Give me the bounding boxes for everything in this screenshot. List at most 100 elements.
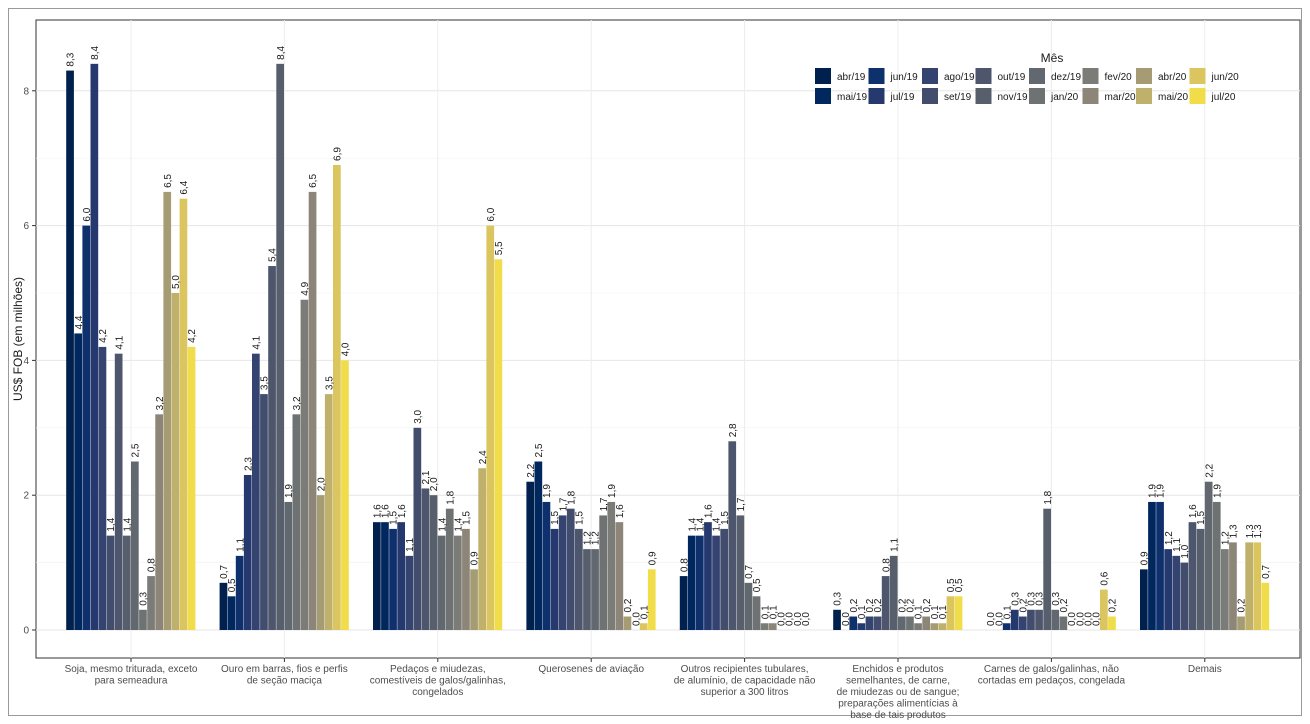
x-tick-label: base de tais produtos bbox=[850, 710, 946, 721]
bar-value-label: 1,4 bbox=[122, 517, 133, 531]
bar-value-label: 1,4 bbox=[712, 517, 723, 531]
x-tick-label: para semeadura bbox=[95, 676, 168, 687]
legend-label: out/19 bbox=[998, 72, 1026, 83]
bar bbox=[1180, 562, 1189, 630]
bar-value-label: 2,5 bbox=[131, 443, 142, 457]
bar-value-label: 2,3 bbox=[243, 457, 254, 471]
legend-swatch bbox=[975, 68, 992, 84]
bar bbox=[300, 299, 309, 630]
bar-value-label: 1,2 bbox=[1164, 531, 1175, 545]
bar-value-label: 3,2 bbox=[292, 396, 303, 410]
bar bbox=[679, 576, 688, 630]
bar-value-label: 1,3 bbox=[1245, 524, 1256, 538]
bar-value-label: 1,4 bbox=[687, 517, 698, 531]
bar-value-label: 0,3 bbox=[833, 591, 844, 605]
bar-value-label: 1,9 bbox=[1148, 484, 1159, 498]
legend-label: ago/19 bbox=[944, 72, 975, 83]
bar-value-label: 0,0 bbox=[841, 612, 852, 626]
bar-value-label: 0,5 bbox=[954, 578, 965, 592]
bar bbox=[583, 549, 591, 630]
bar bbox=[454, 535, 462, 630]
bar bbox=[1140, 569, 1148, 630]
bar bbox=[373, 522, 381, 630]
bar bbox=[712, 535, 720, 630]
bar bbox=[1204, 481, 1213, 630]
bar bbox=[187, 346, 196, 630]
bar bbox=[284, 501, 293, 630]
bar bbox=[1027, 609, 1035, 630]
bar-value-label: 0,2 bbox=[873, 598, 884, 612]
legend-swatch bbox=[975, 88, 992, 104]
bar-value-label: 0,0 bbox=[986, 612, 997, 626]
bar bbox=[98, 346, 107, 630]
bar bbox=[1212, 501, 1221, 630]
bar bbox=[227, 596, 236, 630]
bar-value-label: 0,3 bbox=[1027, 591, 1038, 605]
x-tick-label: superior a 300 litros bbox=[701, 687, 789, 698]
bar bbox=[324, 394, 333, 630]
bar bbox=[437, 535, 446, 630]
bar-value-label: 8,3 bbox=[66, 52, 77, 66]
bar bbox=[607, 501, 616, 630]
bar-value-label: 1,7 bbox=[599, 497, 610, 511]
bar bbox=[946, 596, 955, 630]
bar-value-label: 1,5 bbox=[575, 511, 586, 525]
bar bbox=[389, 528, 397, 630]
bar bbox=[486, 225, 495, 630]
bar bbox=[728, 441, 737, 630]
bar-value-label: 0,2 bbox=[849, 598, 860, 612]
bar-value-label: 4,1 bbox=[252, 335, 263, 349]
bar-value-label: 1,5 bbox=[389, 511, 400, 525]
x-tick-label: cortadas em pedaços, congelada bbox=[978, 676, 1126, 687]
bar-value-label: 0,9 bbox=[1140, 551, 1151, 565]
bar bbox=[922, 616, 930, 630]
bar bbox=[179, 198, 188, 630]
bar bbox=[575, 528, 583, 630]
x-tick-label: Demais bbox=[1188, 664, 1222, 675]
bar bbox=[276, 63, 284, 630]
bar-value-label: 1,6 bbox=[373, 504, 384, 518]
x-tick-label: Pedaços e miudezas, bbox=[390, 664, 486, 675]
legend-swatch bbox=[815, 68, 831, 84]
legend: Mês abr/19 mai/19 jun/19 jul/19 ago/19 set/19… bbox=[815, 51, 1239, 104]
bar-value-label: 3,5 bbox=[260, 376, 271, 390]
data-labels: 8,3 4,4 6,0 8,4 4,2 1,4 4,1 1,4 2,5 0,3 0,8 3,2 6,5 5… bbox=[66, 46, 1272, 626]
bar-value-label: 0,0 bbox=[631, 612, 642, 626]
bar bbox=[316, 495, 325, 630]
x-tick-label: Soja, mesmo triturada, exceto bbox=[65, 664, 198, 675]
legend-swatch bbox=[868, 68, 885, 84]
bar-value-label: 1,5 bbox=[462, 511, 473, 525]
bar-value-label: 1,6 bbox=[381, 504, 392, 518]
bar-value-label: 0,7 bbox=[1261, 564, 1272, 578]
legend-swatch bbox=[815, 88, 831, 104]
bar-value-label: 0,5 bbox=[946, 578, 957, 592]
x-tick-label: congelados bbox=[412, 687, 463, 698]
bar bbox=[534, 461, 543, 630]
bar bbox=[1261, 582, 1270, 630]
bar bbox=[1221, 549, 1229, 630]
legend-swatch bbox=[868, 88, 885, 104]
bar bbox=[131, 461, 139, 630]
bar-value-label: 1,3 bbox=[1229, 524, 1240, 538]
bar bbox=[171, 293, 180, 630]
bar-value-label: 5,5 bbox=[494, 241, 505, 255]
bar-value-label: 0,2 bbox=[623, 598, 634, 612]
y-tick-label: 8 bbox=[23, 86, 29, 97]
bar-value-label: 2,5 bbox=[534, 443, 545, 457]
bar bbox=[898, 616, 906, 630]
bar bbox=[914, 623, 922, 630]
bar bbox=[760, 623, 769, 630]
bar-value-label: 0,2 bbox=[1059, 598, 1070, 612]
y-axis-title: US$ FOB (em milhões) bbox=[11, 277, 25, 401]
bar-value-label: 1,4 bbox=[106, 517, 117, 531]
bar bbox=[566, 508, 575, 630]
bar-value-label: 8,4 bbox=[276, 46, 287, 60]
bar bbox=[1164, 549, 1172, 630]
bar bbox=[397, 522, 405, 630]
bar bbox=[873, 616, 882, 630]
legend-label: fev/20 bbox=[1105, 72, 1133, 83]
bar-value-label: 2,8 bbox=[728, 423, 739, 437]
bar-value-label: 1,6 bbox=[704, 504, 715, 518]
bar-value-label: 0,0 bbox=[1091, 612, 1102, 626]
bar-value-label: 1,6 bbox=[397, 504, 408, 518]
